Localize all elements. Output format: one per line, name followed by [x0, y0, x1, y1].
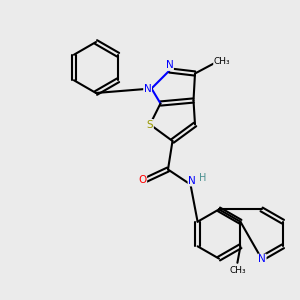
Text: O: O	[138, 175, 147, 185]
Text: N: N	[144, 83, 152, 94]
Text: CH₃: CH₃	[229, 266, 246, 275]
Text: N: N	[258, 254, 266, 264]
Text: H: H	[200, 173, 207, 183]
Text: N: N	[166, 60, 173, 70]
Text: N: N	[188, 176, 196, 186]
Text: CH₃: CH₃	[214, 57, 230, 66]
Text: S: S	[147, 119, 153, 130]
